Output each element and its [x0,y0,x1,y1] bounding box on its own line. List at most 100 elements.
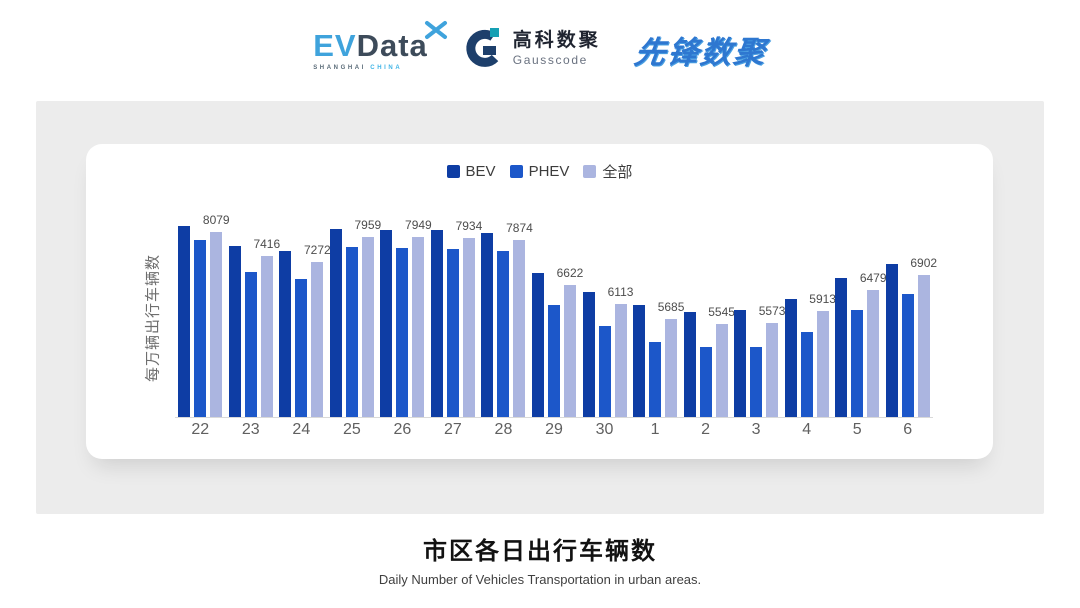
bar-phev-28 [497,251,510,417]
x-axis-labels: 22 23 24 25 26 27 28 29 30 1 2 3 4 5 6 [175,421,933,439]
evdata-wordmark: EV Data [313,20,447,64]
bar-phev-3 [750,347,763,417]
bar-bev-23 [228,246,241,417]
value-label-2: 5545 [708,305,735,319]
x-tick-1: 1 [650,421,660,438]
x-tick-26: 26 [393,421,412,438]
evdata-ev-text: EV [313,27,357,63]
bar-bev-28 [481,233,494,417]
bar-全部-3 [766,323,779,417]
xianfeng-logo: 先锋数聚 [632,27,770,72]
evdata-data-text: Data [356,27,428,63]
x-tick-28: 28 [494,421,513,438]
bar-group-23: 7416 [226,218,281,417]
x-tick-6: 6 [903,421,913,438]
x-tick-24: 24 [292,421,311,438]
x-tick-22: 22 [191,421,210,438]
bar-group-28: 7874 [478,218,533,417]
bar-全部-5 [867,290,880,417]
evdata-tagline-china: CHINA [370,64,403,71]
legend-item-全部[interactable]: 全部 [583,161,632,182]
x-tick-5: 5 [852,421,862,438]
bar-phev-23 [244,272,257,417]
bar-全部-4 [816,311,829,417]
bar-phev-6 [901,294,914,417]
x-tick-29: 29 [545,421,563,438]
bar-bev-27 [430,230,443,417]
bar-全部-30 [614,304,627,417]
value-label-6: 6902 [910,256,938,270]
bar-全部-1 [665,319,678,417]
value-label-3: 5573 [758,304,786,318]
value-label-1: 5685 [657,300,685,314]
bar-phev-1 [649,342,662,417]
logo-strip: EV Data SHANGHAI CHINA 高科数聚 Gausscode [0,16,1080,82]
legend-item-phev[interactable]: PHEV [509,163,569,180]
xianfeng-text: 先锋数聚 [631,34,769,70]
x-tick-4: 4 [802,421,812,438]
evdata-logo: EV Data SHANGHAI CHINA [313,20,447,71]
bar-bev-6 [885,264,898,417]
bar-group-1: 5685 [630,218,684,417]
value-label-24: 7272 [303,243,331,257]
bar-phev-5 [851,310,864,417]
bar-bev-29 [531,273,544,417]
value-label-23: 7416 [253,237,281,251]
value-label-27: 7934 [455,219,483,233]
gausscode-en-text: Gausscode [512,52,588,67]
bar-group-30: 6113 [579,218,633,417]
bar-phev-22 [194,240,207,417]
bar-全部-27 [462,238,475,417]
value-label-26: 7949 [405,218,432,232]
value-label-28: 7874 [506,221,533,235]
x-tick-3: 3 [751,421,761,438]
gausscode-logo: 高科数聚 Gausscode [462,27,601,71]
chart-panel: BEV PHEV 全部 每万辆出行车辆数 8079 7416 7272 7959 7949 7… [36,101,1044,514]
bar-group-26: 7949 [377,218,432,417]
bar-全部-6 [917,275,930,417]
bar-group-27: 7934 [428,218,482,417]
bar-group-6: 6902 [882,218,937,417]
bar-全部-28 [513,240,526,417]
chart-card: BEV PHEV 全部 每万辆出行车辆数 8079 7416 7272 7959 7949 7… [86,144,993,459]
legend-swatch [509,165,523,178]
bar-全部-26 [412,237,425,417]
bar-bev-4 [784,299,797,417]
legend-item-bev[interactable]: BEV [446,163,496,180]
bar-phev-2 [699,347,712,417]
evdata-propeller-icon [424,20,447,39]
bar-group-3: 5573 [731,218,785,417]
evdata-tagline-shanghai: SHANGHAI [313,64,367,71]
evdata-tagline: SHANGHAI CHINA [313,65,402,71]
bar-全部-22 [210,232,223,417]
page-subtitle: Daily Number of Vehicles Transportation … [378,572,702,587]
legend-swatch [583,165,597,178]
y-axis-title: 每万辆出行车辆数 [144,253,162,383]
bar-group-22: 8079 [175,213,230,417]
legend-swatch [446,165,460,178]
bar-group-25: 7959 [327,218,381,417]
bar-全部-2 [715,324,728,417]
bar-group-29: 6622 [529,218,583,417]
x-tick-25: 25 [342,421,361,438]
legend-label: BEV [465,163,496,180]
x-tick-23: 23 [241,421,260,438]
bar-bev-24 [279,251,292,417]
x-tick-30: 30 [595,421,614,438]
value-label-22: 8079 [202,213,230,227]
bar-bev-30 [582,292,595,417]
x-tick-2: 2 [701,421,711,438]
bar-bev-5 [835,278,848,417]
caption: 市区各日出行车辆数 Daily Number of Vehicles Trans… [0,531,1080,587]
bar-全部-29 [563,285,576,417]
bar-group-2: 5545 [680,218,735,417]
bar-group-5: 6479 [832,218,887,417]
x-tick-27: 27 [444,421,462,438]
bar-bev-25 [329,229,342,417]
bar-全部-23 [260,256,273,417]
bar-phev-27 [446,249,459,417]
bar-phev-29 [547,305,560,417]
bar-phev-30 [598,326,611,417]
bar-phev-26 [396,248,409,417]
